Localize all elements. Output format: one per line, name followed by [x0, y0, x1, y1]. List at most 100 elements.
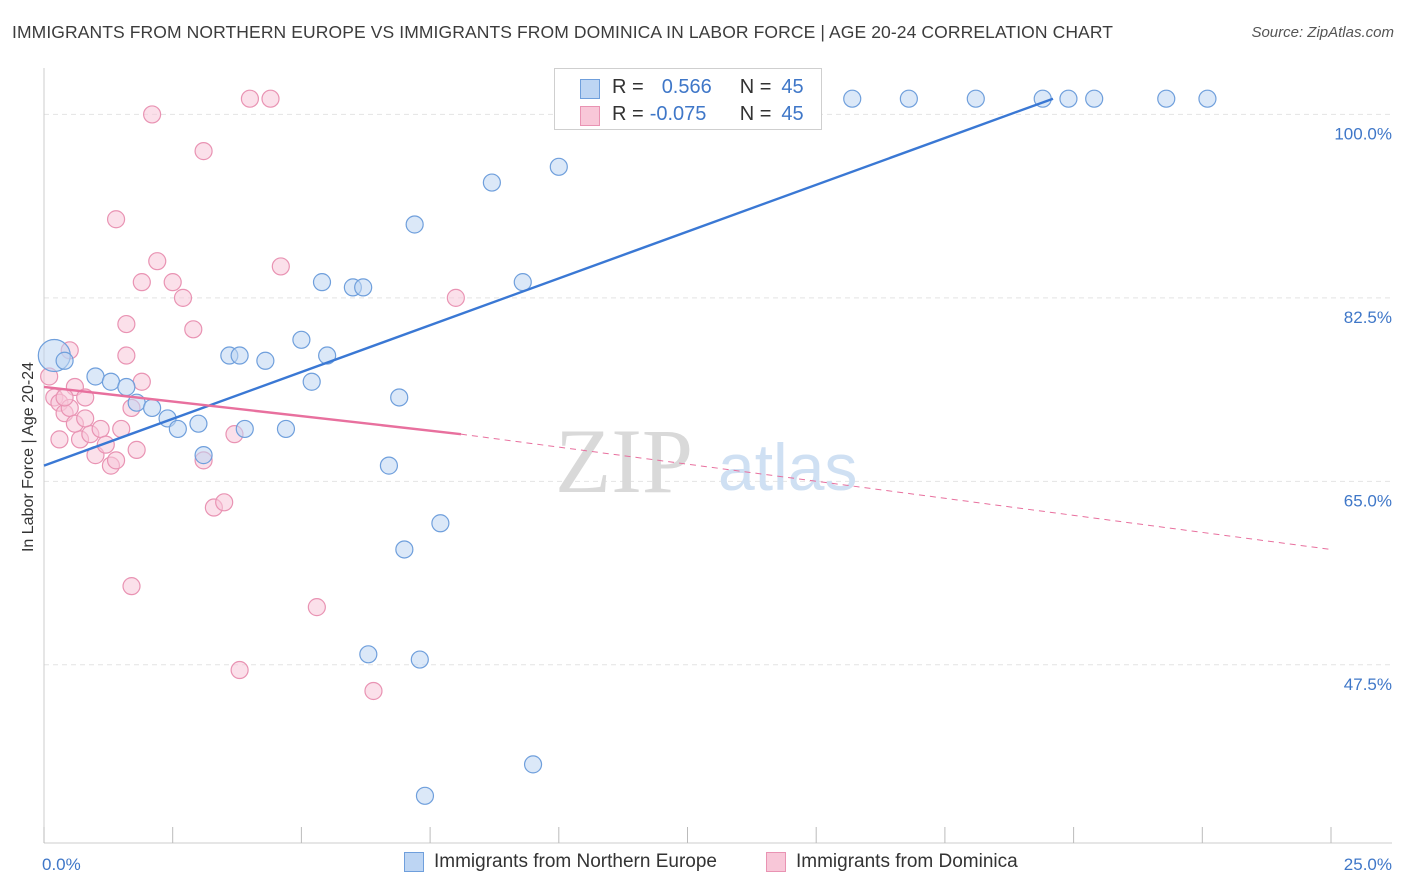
- data-point-northern-europe: [523, 755, 543, 774]
- data-point-northern-europe: [168, 419, 187, 439]
- y-tick-label: 82.5%: [1344, 308, 1392, 327]
- data-point-northern-europe: [843, 89, 862, 108]
- data-point-dominica: [50, 430, 69, 449]
- series-legend: Immigrants from Northern Europe Immigran…: [0, 851, 1406, 879]
- data-point-dominica: [215, 493, 234, 512]
- stats-row-blue: R = 0.566 N = 45: [580, 76, 804, 99]
- y-tick-label: 65.0%: [1344, 491, 1392, 510]
- trend-line-dominica-extension: [460, 433, 1332, 550]
- data-point-northern-europe: [101, 372, 121, 391]
- data-point-dominica: [106, 451, 126, 470]
- stats-swatch-pink: [580, 106, 600, 126]
- data-point-northern-europe: [143, 398, 162, 418]
- series-dominica: [40, 89, 465, 701]
- data-point-dominica: [117, 314, 136, 334]
- stats-legend-box: R = 0.566 N = 45 R = -0.075 N = 45: [554, 68, 822, 130]
- stats-pink-n-value: 45: [781, 103, 804, 125]
- data-point-dominica: [117, 346, 136, 365]
- stats-blue-n-label: N =: [739, 76, 772, 98]
- data-point-northern-europe: [549, 157, 568, 176]
- data-point-northern-europe: [230, 346, 249, 365]
- stats-row-pink: R = -0.075 N = 45: [580, 103, 804, 126]
- data-point-dominica: [307, 598, 326, 617]
- trend-line-northern-europe: [43, 97, 1054, 467]
- data-point-dominica: [184, 320, 203, 339]
- data-point-northern-europe: [431, 514, 450, 533]
- data-point-northern-europe: [390, 388, 409, 407]
- data-point-northern-europe: [899, 89, 918, 108]
- data-point-dominica: [76, 409, 95, 428]
- data-point-northern-europe: [354, 278, 373, 297]
- source-label: Source: ZipAtlas.com: [1251, 24, 1394, 41]
- x-tick-label: 25.0%: [1344, 855, 1392, 874]
- data-point-dominica: [240, 89, 260, 108]
- data-point-dominica: [91, 419, 110, 439]
- data-point-dominica: [364, 681, 383, 701]
- legend-item-dominica[interactable]: Immigrants from Dominica: [766, 851, 1018, 873]
- data-point-northern-europe: [410, 650, 429, 669]
- legend-swatch-pink: [766, 852, 786, 872]
- stats-pink-r-value: -0.075: [649, 103, 707, 125]
- watermark-atlas: atlas: [718, 430, 857, 504]
- legend-item-northern-europe[interactable]: Immigrants from Northern Europe: [404, 851, 717, 873]
- watermark: ZIP atlas: [555, 410, 857, 512]
- data-point-northern-europe: [359, 645, 378, 664]
- data-point-northern-europe: [482, 173, 501, 192]
- stats-pink-n-label: N =: [739, 103, 772, 125]
- data-point-northern-europe: [189, 414, 208, 433]
- data-point-dominica: [55, 388, 74, 407]
- data-point-dominica: [122, 577, 141, 596]
- data-point-dominica: [163, 273, 182, 292]
- data-point-dominica: [148, 252, 167, 271]
- legend-label-northern-europe: Immigrants from Northern Europe: [434, 851, 717, 872]
- data-point-northern-europe: [276, 419, 296, 439]
- axes: [43, 68, 1392, 844]
- stats-blue-r-value: 0.566: [661, 76, 712, 98]
- y-tick-label: 47.5%: [1344, 675, 1392, 694]
- data-point-dominica: [127, 440, 146, 459]
- data-point-northern-europe: [292, 330, 311, 349]
- data-point-dominica: [446, 288, 465, 307]
- data-point-northern-europe: [256, 351, 275, 370]
- stats-blue-n-value: 45: [781, 76, 804, 98]
- data-point-dominica: [230, 660, 249, 680]
- data-point-northern-europe: [1059, 89, 1078, 108]
- watermark-zip: ZIP: [555, 410, 693, 512]
- stats-swatch-blue: [580, 79, 600, 99]
- data-point-dominica: [194, 142, 213, 161]
- data-point-northern-europe: [318, 346, 337, 365]
- data-point-northern-europe: [235, 419, 254, 439]
- data-point-northern-europe: [405, 215, 424, 234]
- data-point-northern-europe: [1198, 89, 1217, 108]
- series-northern-europe: [37, 89, 1217, 805]
- data-point-northern-europe: [302, 372, 321, 391]
- x-tick-label: 0.0%: [42, 855, 81, 874]
- data-point-northern-europe: [312, 273, 332, 292]
- data-point-dominica: [271, 257, 290, 276]
- tick-labels: 100.0% 82.5% 65.0% 47.5% 0.0% 25.0%: [42, 124, 1392, 874]
- trend-lines: [43, 97, 1332, 550]
- data-point-northern-europe: [395, 540, 414, 559]
- legend-swatch-blue: [404, 852, 424, 872]
- data-point-dominica: [132, 372, 151, 391]
- data-point-northern-europe: [966, 89, 985, 108]
- data-point-northern-europe: [379, 456, 399, 475]
- data-point-dominica: [173, 288, 193, 307]
- data-point-northern-europe: [194, 446, 213, 465]
- data-point-dominica: [132, 273, 151, 292]
- data-point-dominica: [261, 89, 280, 108]
- data-point-northern-europe: [1157, 89, 1176, 108]
- data-point-northern-europe: [55, 351, 74, 370]
- y-axis-label: In Labor Force | Age 20-24: [20, 362, 37, 552]
- grid: [44, 113, 1392, 666]
- stats-pink-r-label: R =: [612, 103, 644, 125]
- data-point-northern-europe: [415, 786, 435, 805]
- data-point-northern-europe: [86, 367, 105, 386]
- trend-line-dominica: [43, 385, 462, 436]
- data-point-northern-europe: [1085, 89, 1104, 108]
- data-point-northern-europe: [117, 377, 136, 397]
- chart-title: IMMIGRANTS FROM NORTHERN EUROPE VS IMMIG…: [12, 22, 1114, 42]
- data-point-dominica: [143, 105, 162, 124]
- legend-label-dominica: Immigrants from Dominica: [796, 851, 1018, 872]
